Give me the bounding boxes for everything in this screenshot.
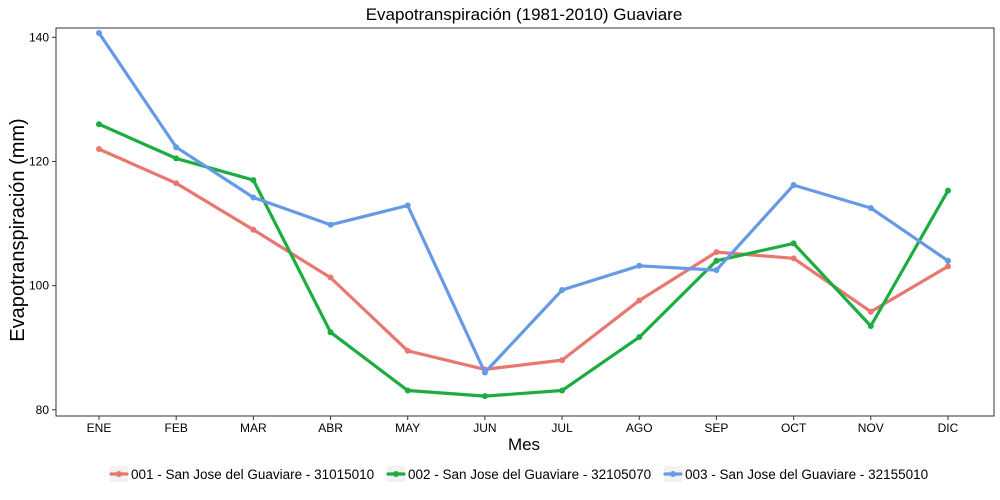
data-point-series-1 bbox=[559, 357, 566, 364]
x-tick-label: FEB bbox=[165, 421, 188, 435]
series-line-3 bbox=[97, 31, 950, 375]
x-tick-label: SEP bbox=[704, 421, 728, 435]
x-tick-label: MAR bbox=[240, 421, 267, 435]
x-tick-label: OCT bbox=[781, 421, 807, 435]
data-point-series-3 bbox=[790, 182, 797, 189]
data-point-series-3 bbox=[636, 262, 643, 269]
data-point-series-1 bbox=[404, 347, 411, 354]
data-point-series-3 bbox=[481, 369, 488, 376]
data-point-series-2 bbox=[713, 257, 720, 264]
data-point-series-2 bbox=[96, 121, 102, 128]
y-tick-label: 100 bbox=[29, 279, 49, 293]
legend-key-point bbox=[116, 471, 122, 477]
data-point-series-3 bbox=[944, 257, 951, 264]
series-line-2 bbox=[97, 122, 950, 398]
data-point-series-2 bbox=[327, 329, 334, 336]
y-tick-label: 140 bbox=[29, 30, 49, 44]
chart-title: Evapotranspiración (1981-2010) Guaviare bbox=[366, 5, 683, 24]
x-tick-label: ABR bbox=[318, 421, 343, 435]
x-tick-label: AGO bbox=[626, 421, 653, 435]
data-point-series-2 bbox=[867, 322, 874, 329]
legend-key-point bbox=[393, 471, 399, 477]
x-tick-label: JUL bbox=[551, 421, 573, 435]
y-tick-label: 80 bbox=[36, 403, 50, 417]
x-tick-label: ENE bbox=[87, 421, 112, 435]
data-point-series-1 bbox=[713, 249, 720, 256]
data-point-series-3 bbox=[327, 221, 334, 228]
data-point-series-2 bbox=[944, 187, 951, 194]
series-line-1 bbox=[97, 147, 950, 371]
data-point-series-2 bbox=[636, 334, 643, 341]
legend-label: 003 - San Jose del Guaviare - 32155010 bbox=[685, 467, 928, 482]
data-point-series-1 bbox=[790, 255, 797, 262]
legend-label: 001 - San Jose del Guaviare - 31015010 bbox=[131, 467, 374, 482]
legend-key-point bbox=[670, 471, 676, 477]
data-point-series-3 bbox=[404, 202, 411, 209]
x-tick-label: NOV bbox=[858, 421, 884, 435]
data-point-series-1 bbox=[173, 180, 180, 187]
y-axis-title: Evapotranspiración (mm) bbox=[7, 118, 29, 341]
legend-label: 002 - San Jose del Guaviare - 32105070 bbox=[408, 467, 651, 482]
data-point-series-3 bbox=[713, 267, 720, 274]
x-tick-label: JUN bbox=[473, 421, 496, 435]
x-axis-title: Mes bbox=[508, 435, 540, 454]
data-point-series-3 bbox=[559, 286, 566, 293]
data-point-series-2 bbox=[559, 387, 566, 394]
x-tick-label: DIC bbox=[938, 421, 959, 435]
data-point-series-2 bbox=[250, 177, 257, 184]
data-point-series-3 bbox=[250, 194, 257, 201]
data-point-series-1 bbox=[636, 297, 643, 304]
data-point-series-3 bbox=[867, 205, 874, 212]
plot-panel-border bbox=[55, 27, 995, 417]
data-point-series-1 bbox=[867, 308, 874, 315]
data-point-series-1 bbox=[944, 263, 951, 270]
data-point-series-2 bbox=[404, 387, 411, 394]
x-tick-label: MAY bbox=[395, 421, 420, 435]
data-point-series-2 bbox=[173, 155, 180, 162]
data-point-series-1 bbox=[250, 226, 257, 233]
legend: 001 - San Jose del Guaviare - 31015010 00… bbox=[109, 466, 928, 482]
plot-area: 80 100 120 140 ENE FEB MAR ABR MAY JUN JUL AGO SEP OC… bbox=[29, 27, 995, 435]
y-tick-label: 120 bbox=[29, 154, 49, 168]
data-point-series-3 bbox=[96, 29, 102, 36]
data-point-series-1 bbox=[96, 146, 102, 153]
data-point-series-3 bbox=[173, 144, 180, 151]
data-point-series-2 bbox=[790, 240, 797, 247]
data-point-series-2 bbox=[481, 393, 488, 400]
data-point-series-1 bbox=[327, 274, 334, 281]
